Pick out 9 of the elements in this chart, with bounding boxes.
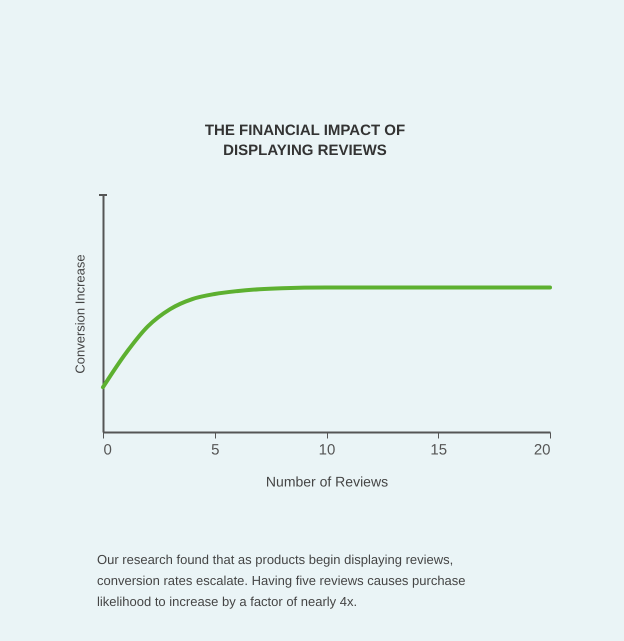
- x-tick-label: 10: [318, 442, 336, 458]
- x-tick-label: 15: [430, 442, 448, 458]
- y-axis-title: Conversion Increase: [72, 254, 88, 374]
- chart-title: THE FINANCIAL IMPACT OF DISPLAYING REVIEWS: [204, 122, 406, 159]
- x-tick-label: 20: [534, 442, 550, 458]
- x-tick-label: 0: [104, 442, 112, 458]
- x-tick-label: 5: [211, 442, 220, 458]
- text: Our research found that as products begin displaying reviews, conversion rates escalate. Having five reviews causes purchase likelihood to increase by a factor of nearly 4x.: [97, 552, 466, 609]
- x-axis-title: Number of Reviews: [266, 474, 388, 490]
